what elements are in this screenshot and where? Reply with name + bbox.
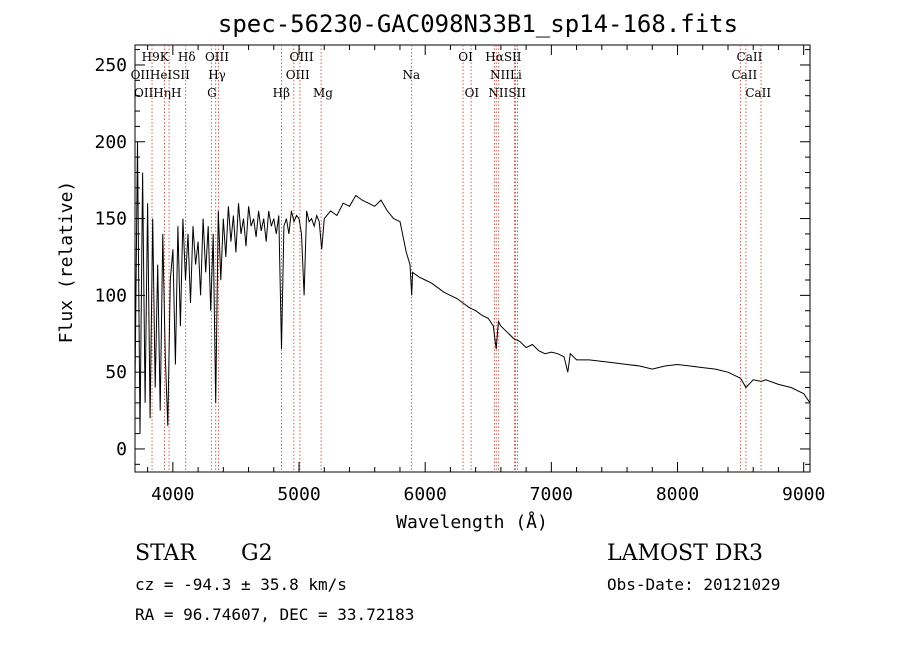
obs-date: Obs-Date: 20121029 — [607, 575, 780, 594]
y-tick-label-1: 50 — [105, 362, 127, 383]
line-label-2-3: Mg — [313, 86, 333, 100]
x-tick-label-0: 4000 — [151, 484, 194, 505]
line-label-2-2: Hβ — [273, 86, 290, 100]
y-tick-label-3: 150 — [94, 209, 127, 230]
redshift-value: cz = -94.3 ± 35.8 km/s — [135, 575, 347, 594]
x-tick-label-3: 7000 — [530, 484, 573, 505]
y-tick-label-5: 250 — [94, 55, 127, 76]
line-label-0-6: CaII — [737, 50, 763, 64]
line-label-0-0: H9K — [142, 50, 170, 64]
line-label-1-1: Hγ — [208, 68, 226, 82]
series-line-0 — [134, 141, 811, 434]
x-tick-label-1: 5000 — [277, 484, 320, 505]
y-tick-label-0: 0 — [116, 439, 127, 460]
x-axis-label: Wavelength (Å) — [396, 511, 548, 533]
line-label-1-0: OIIHeISII — [131, 68, 191, 82]
line-label-2-4: OI — [465, 86, 480, 100]
line-label-2-5: NIISII — [488, 86, 526, 100]
spectrum-series — [134, 141, 811, 434]
x-tick-label-4: 8000 — [656, 484, 699, 505]
plot-frame — [134, 44, 811, 473]
y-tick-label-4: 200 — [94, 132, 127, 153]
line-label-0-1: Hδ — [178, 50, 196, 64]
line-label-2-1: G — [207, 86, 217, 100]
line-label-1-4: NIILi — [490, 68, 522, 82]
object-subclass: G2 — [241, 541, 273, 566]
y-tick-label-2: 100 — [94, 285, 127, 306]
line-label-0-2: OIII — [205, 50, 229, 64]
line-label-0-4: OI — [458, 50, 473, 64]
survey-name: LAMOST DR3 — [607, 541, 763, 566]
line-label-2-6: CaII — [745, 86, 771, 100]
x-axis-ticks: 4000 5000 6000 7000 8000 9000 — [147, 45, 825, 505]
y-axis-ticks: 0 50 100 150 200 250 — [94, 49, 810, 465]
line-label-2-0: OIIHηH — [134, 86, 181, 100]
x-tick-label-2: 6000 — [404, 484, 447, 505]
spectral-line-labels: H9K Hδ OIII OIII OI HαSII CaII OIIHeISII Hγ OIII N… — [131, 50, 772, 100]
x-tick-label-5: 9000 — [782, 484, 825, 505]
coordinates: RA = 96.74607, DEC = 33.72183 — [135, 605, 414, 624]
line-label-1-3: Na — [402, 68, 420, 82]
line-label-0-3: OIII — [290, 50, 314, 64]
y-axis-label: Flux (relative) — [56, 181, 77, 344]
spectral-line-markers — [151, 45, 762, 472]
line-label-1-2: OIII — [286, 68, 310, 82]
line-label-0-5: HαSII — [485, 50, 522, 64]
object-type: STAR — [135, 541, 197, 566]
line-label-1-5: CaII — [731, 68, 757, 82]
chart-title: spec-56230-GAC098N33B1_sp14-168.fits — [218, 10, 738, 38]
